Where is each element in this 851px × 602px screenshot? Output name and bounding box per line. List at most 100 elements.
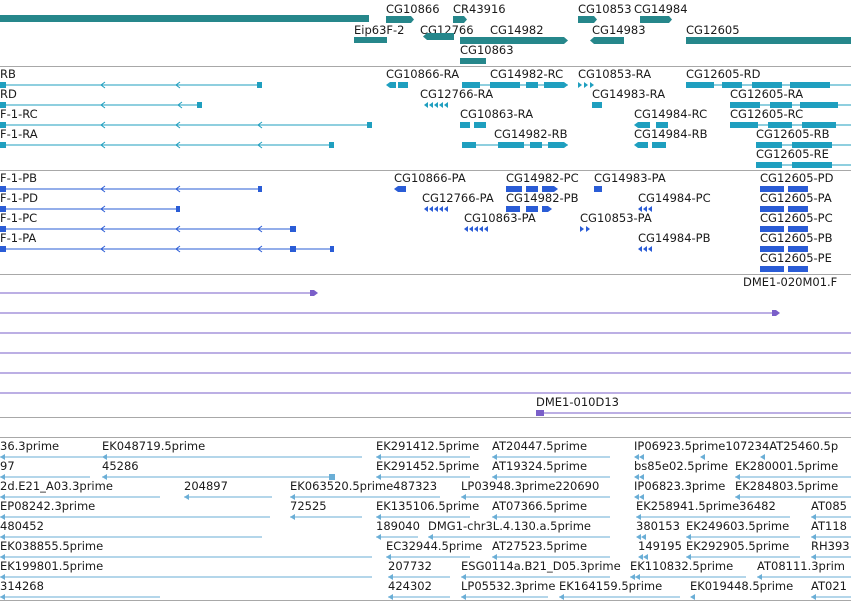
transcript-label[interactable]: CG12605-RB [756, 127, 830, 141]
gene-feature[interactable] [460, 37, 568, 44]
transcript-feature[interactable] [462, 82, 568, 88]
protein-feature[interactable] [0, 185, 262, 193]
est-label[interactable]: IP06823.3prime [634, 479, 725, 493]
est-label[interactable]: AT07366.5prime [492, 499, 587, 513]
protein-feature[interactable] [638, 246, 652, 252]
protein-label[interactable]: CG12766-PA [422, 191, 494, 205]
est-label[interactable]: 207732 [388, 559, 432, 573]
transcript-label[interactable]: CG12605-RD [686, 67, 761, 81]
est-label[interactable]: 189040 [376, 519, 420, 533]
est-label[interactable]: EP08242.3prime [0, 499, 95, 513]
est-feature[interactable] [0, 554, 851, 560]
est-label[interactable]: 480452 [0, 519, 44, 533]
est-feature[interactable] [0, 594, 851, 600]
est-label[interactable]: AT085 [811, 499, 847, 513]
protein-feature[interactable] [760, 206, 808, 212]
est-label[interactable]: EK038855.5prime [0, 539, 103, 553]
transcript-feature[interactable] [634, 142, 666, 148]
est-label[interactable]: AT20447.5prime [492, 439, 587, 453]
est-label[interactable]: 2d.E21_A03.3prime [0, 479, 113, 493]
est-label[interactable]: EK258941.5prime36482 [636, 499, 776, 513]
transcript-label[interactable]: CG14982-RB [494, 127, 568, 141]
est-label[interactable]: 72525 [290, 499, 327, 513]
cdna-feature[interactable] [0, 290, 318, 296]
est-label[interactable]: IP06923.5prime107234AT25460.5p [634, 439, 838, 453]
protein-label[interactable]: CG12605-PC [760, 211, 833, 225]
gene-label[interactable]: CG10853 [578, 2, 632, 16]
transcript-label[interactable]: RD [0, 87, 17, 101]
est-label[interactable]: 97 [0, 459, 15, 473]
protein-feature[interactable] [0, 245, 334, 253]
protein-feature[interactable] [760, 246, 808, 252]
est-label[interactable]: AT021 [811, 579, 847, 593]
gene-label[interactable]: Eip63F-2 [354, 23, 404, 37]
est-label[interactable]: EK135106.5prime [376, 499, 479, 513]
protein-feature[interactable] [506, 186, 558, 192]
transcript-feature[interactable] [0, 141, 334, 149]
est-label[interactable]: EK199801.5prime [0, 559, 103, 573]
gene-label[interactable]: CG10863 [460, 43, 514, 57]
transcript-feature[interactable] [0, 81, 262, 89]
protein-label[interactable]: CG14984-PB [638, 231, 711, 245]
protein-feature[interactable] [394, 186, 406, 192]
gene-feature[interactable] [386, 16, 414, 23]
est-label[interactable]: RH393 [811, 539, 850, 553]
transcript-feature[interactable] [578, 82, 594, 88]
protein-label[interactable]: CG10853-PA [580, 211, 652, 225]
protein-label[interactable]: F-1-PA [0, 231, 36, 245]
est-label[interactable]: EK292905.5prime [686, 539, 789, 553]
cdna-label[interactable]: DME1-010D13 [536, 395, 619, 409]
est-label[interactable]: 424302 [388, 579, 432, 593]
protein-label[interactable]: CG14984-PC [638, 191, 711, 205]
transcript-label[interactable]: CG12605-RA [730, 87, 803, 101]
protein-label[interactable]: CG14982-PC [506, 171, 579, 185]
gene-feature[interactable] [460, 58, 486, 64]
transcript-feature[interactable] [462, 142, 568, 148]
est-feature[interactable] [0, 514, 851, 520]
cdna-feature[interactable] [0, 310, 780, 316]
protein-label[interactable]: CG12605-PB [760, 231, 833, 245]
est-label[interactable]: LP05532.3prime [461, 579, 555, 593]
transcript-feature[interactable] [730, 122, 851, 128]
est-label[interactable]: EK249603.5prime [686, 519, 789, 533]
transcript-feature[interactable] [756, 142, 851, 148]
gene-label[interactable]: CG12605 [686, 23, 740, 37]
est-label[interactable]: EK063520.5prime487323 [290, 479, 437, 493]
est-label[interactable]: EK284803.5prime [735, 479, 838, 493]
est-label[interactable]: EC32944.5prime [386, 539, 482, 553]
est-feature[interactable] [0, 534, 851, 540]
transcript-label[interactable]: CG14984-RC [634, 107, 707, 121]
protein-label[interactable]: F-1-PB [0, 171, 37, 185]
gene-feature[interactable] [578, 16, 597, 23]
gene-label[interactable]: CR43916 [453, 2, 506, 16]
gene-label[interactable]: CG14984 [634, 2, 688, 16]
transcript-feature[interactable] [386, 82, 408, 88]
protein-feature[interactable] [0, 205, 180, 213]
est-label[interactable]: EK164159.5prime [559, 579, 662, 593]
est-label[interactable]: ESG0114a.B21_D05.3prime [461, 559, 621, 573]
gene-label[interactable]: CG14983 [592, 23, 646, 37]
protein-feature[interactable] [594, 186, 602, 192]
transcript-feature[interactable] [686, 82, 851, 88]
est-label[interactable]: DMG1-chr3L.4.130.a.5prime [428, 519, 591, 533]
transcript-label[interactable]: CG12605-RE [756, 147, 829, 161]
transcript-feature[interactable] [592, 102, 602, 108]
est-label[interactable]: LP03948.3prime220690 [461, 479, 599, 493]
protein-feature[interactable] [424, 206, 448, 212]
est-label[interactable]: AT118 [811, 519, 847, 533]
protein-feature[interactable] [580, 226, 590, 232]
est-label[interactable]: EK110832.5prime [630, 559, 733, 573]
protein-feature[interactable] [506, 206, 552, 212]
cdna-feature[interactable] [536, 410, 851, 416]
transcript-feature[interactable] [730, 102, 851, 108]
est-label[interactable]: EK048719.5prime [102, 439, 205, 453]
est-label[interactable]: 45286 [102, 459, 139, 473]
transcript-feature[interactable] [0, 101, 202, 109]
est-label[interactable]: 314268 [0, 579, 44, 593]
protein-feature[interactable] [0, 225, 296, 233]
est-feature[interactable] [0, 474, 851, 480]
transcript-label[interactable]: CG10866-RA [386, 67, 459, 81]
transcript-label[interactable]: CG14983-RA [592, 87, 665, 101]
transcript-label[interactable]: CG10863-RA [460, 107, 533, 121]
transcript-label[interactable]: F-1-RC [0, 107, 38, 121]
